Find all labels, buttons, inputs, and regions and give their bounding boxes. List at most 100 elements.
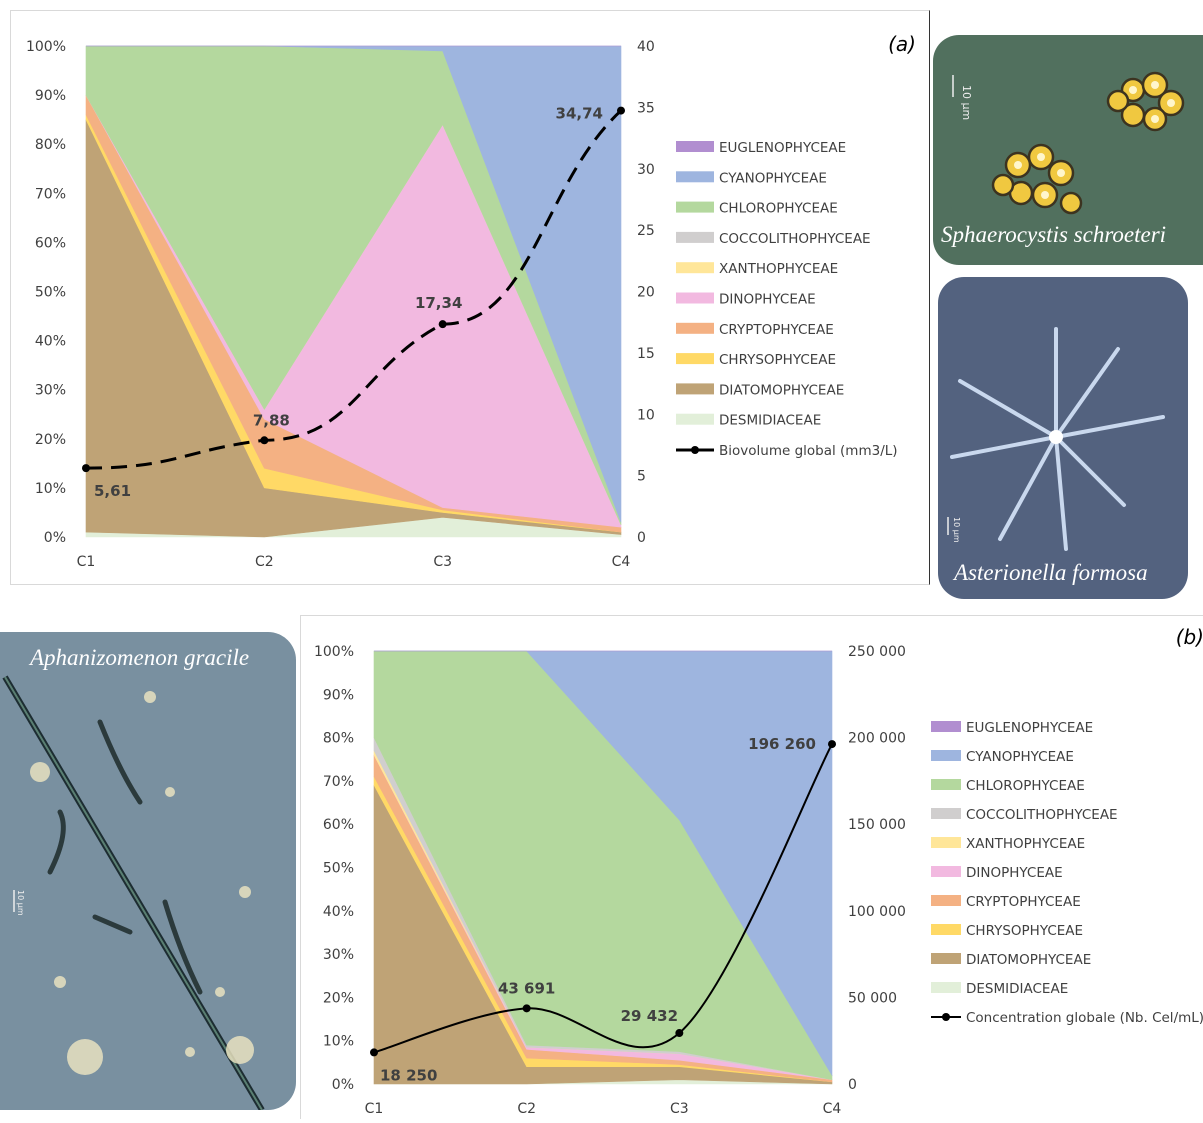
data-label: 29 432: [621, 1007, 678, 1025]
x-tick-label: C1: [77, 554, 96, 570]
y-right-tick-label: 250 000: [848, 644, 906, 660]
chart-a: 0% 10% 20% 30% 40% 50% 60% 70% 80% 90% 100% 0 5 10 15 2…: [26, 32, 916, 570]
y-left-tick-label: 20%: [35, 432, 66, 448]
legend-label: DINOPHYCEAE: [966, 865, 1063, 881]
legend-label: CHLOROPHYCEAE: [719, 201, 838, 217]
sphaerocystis-image: 10 µm Sphaerocystis schroeteri: [933, 35, 1203, 265]
total-point: [675, 1029, 684, 1038]
legend-label: Biovolume global (mm3/L): [719, 443, 898, 459]
y-right-tick-label: 40: [637, 39, 655, 55]
legend-swatch: [931, 721, 961, 732]
legend-swatch: [676, 262, 714, 274]
legend-label: CRYPTOPHYCEAE: [719, 322, 834, 338]
total-point: [82, 464, 90, 473]
asterionella-scale: 10 µm: [952, 517, 961, 543]
x-tick-label: C2: [255, 554, 274, 570]
total-point: [617, 106, 625, 115]
y-left-tick-label: 30%: [323, 947, 354, 963]
asterionella-caption: Asterionella formosa: [952, 560, 1148, 585]
photo-aphanizomenon: 10 µm Aphanizomenon gracile: [0, 632, 296, 1110]
total-point: [370, 1048, 378, 1057]
aphanizomenon-scale: 10 µm: [16, 890, 25, 916]
aphanizomenon-image: 10 µm Aphanizomenon gracile: [0, 632, 296, 1110]
y-left-tick-label: 70%: [35, 186, 66, 202]
legend-swatch: [676, 383, 714, 395]
y-left-tick-label: 30%: [35, 383, 66, 399]
y-right-tick-label: 35: [637, 100, 655, 116]
y-right-tick-label: 50 000: [848, 990, 897, 1006]
legend-swatch: [931, 750, 961, 761]
y-right-tick-label: 0: [848, 1077, 857, 1093]
total-point: [438, 320, 447, 329]
x-tick-label: C3: [670, 1101, 689, 1117]
y-left-tick-label: 80%: [323, 731, 354, 747]
legend-label: EUGLENOPHYCEAE: [966, 720, 1093, 736]
legend-label: CYANOPHYCEAE: [719, 170, 827, 186]
legend-label: CYANOPHYCEAE: [966, 749, 1074, 765]
legend-swatch: [676, 353, 714, 365]
y-right-tick-label: 15: [637, 346, 655, 362]
legend-label: CHRYSOPHYCEAE: [719, 352, 836, 368]
y-left-tick-label: 40%: [323, 904, 354, 920]
x-tick-label: C1: [365, 1101, 384, 1117]
aphanizomenon-caption: Aphanizomenon gracile: [28, 645, 249, 670]
data-label: 34,74: [556, 105, 603, 123]
y-left-tick-label: 10%: [35, 481, 66, 497]
panel-label: (b): [1176, 625, 1203, 649]
y-right-tick-label: 150 000: [848, 817, 906, 833]
sphaerocystis-scale: 10 µm: [960, 85, 973, 120]
legend-swatch: [676, 171, 714, 183]
legend-swatch: [676, 322, 714, 334]
legend-swatch: [931, 779, 961, 790]
y-left-tick-label: 80%: [35, 137, 66, 153]
legend-swatch: [931, 982, 961, 993]
x-tick-label: C2: [517, 1101, 536, 1117]
y-left-tick-label: 0%: [44, 530, 66, 546]
data-label: 7,88: [253, 411, 290, 429]
legend-swatch: [931, 808, 961, 819]
panel-label: (a): [888, 32, 916, 56]
y-right-tick-label: 5: [637, 469, 646, 485]
legend-swatch: [676, 231, 714, 243]
chart-b-frame: 0% 10% 20% 30% 40% 50% 60% 70% 80% 90% 100% 0 50 000…: [300, 615, 1203, 1119]
x-tick-label: C4: [823, 1101, 842, 1117]
data-label: 17,34: [415, 294, 462, 312]
y-right-tick-label: 0: [637, 530, 646, 546]
y-right-tick-label: 10: [637, 407, 655, 423]
legend-label: Concentration globale (Nb. Cel/mL): [966, 1010, 1203, 1026]
chart-b: 0% 10% 20% 30% 40% 50% 60% 70% 80% 90% 100% 0 50 000…: [314, 625, 1203, 1117]
y-right-tick-label: 25: [637, 223, 655, 239]
data-label: 18 250: [380, 1066, 437, 1084]
y-left-tick-label: 100%: [26, 39, 66, 55]
legend-swatch: [931, 895, 961, 906]
legend-label: DIATOMOPHYCEAE: [966, 952, 1091, 968]
legend-swatch: [931, 924, 961, 935]
legend-swatch: [676, 413, 714, 425]
legend-swatch: [931, 837, 961, 848]
y-left-tick-label: 50%: [323, 861, 354, 877]
data-label: 5,61: [94, 482, 131, 500]
y-left-tick-label: 70%: [323, 774, 354, 790]
legend-label: XANTHOPHYCEAE: [966, 836, 1085, 852]
legend-label: COCCOLITHOPHYCEAE: [966, 807, 1118, 823]
legend-label: CHLOROPHYCEAE: [966, 778, 1085, 794]
legend-swatch: [676, 292, 714, 304]
legend-line-marker: [691, 446, 699, 454]
y-left-tick-label: 0%: [332, 1077, 354, 1093]
chart-a-frame: 0% 10% 20% 30% 40% 50% 60% 70% 80% 90% 100% 0 5 10 15 2…: [10, 10, 930, 585]
legend-label: CHRYSOPHYCEAE: [966, 923, 1083, 939]
y-left-tick-label: 60%: [323, 817, 354, 833]
legend-label: CRYPTOPHYCEAE: [966, 894, 1081, 910]
y-left-tick-label: 20%: [323, 990, 354, 1006]
photo-sphaerocystis: 10 µm Sphaerocystis schroeteri: [933, 35, 1203, 265]
y-left-tick-label: 90%: [323, 687, 354, 703]
y-right-tick-label: 100 000: [848, 904, 906, 920]
total-point: [522, 1004, 531, 1013]
y-right-tick-label: 20: [637, 285, 655, 301]
y-right-tick-label: 200 000: [848, 731, 906, 747]
y-left-tick-label: 90%: [35, 88, 66, 104]
x-tick-label: C4: [612, 554, 631, 570]
y-left-tick-label: 100%: [314, 644, 354, 660]
data-label: 43 691: [498, 979, 555, 997]
legend-label: XANTHOPHYCEAE: [719, 261, 838, 277]
